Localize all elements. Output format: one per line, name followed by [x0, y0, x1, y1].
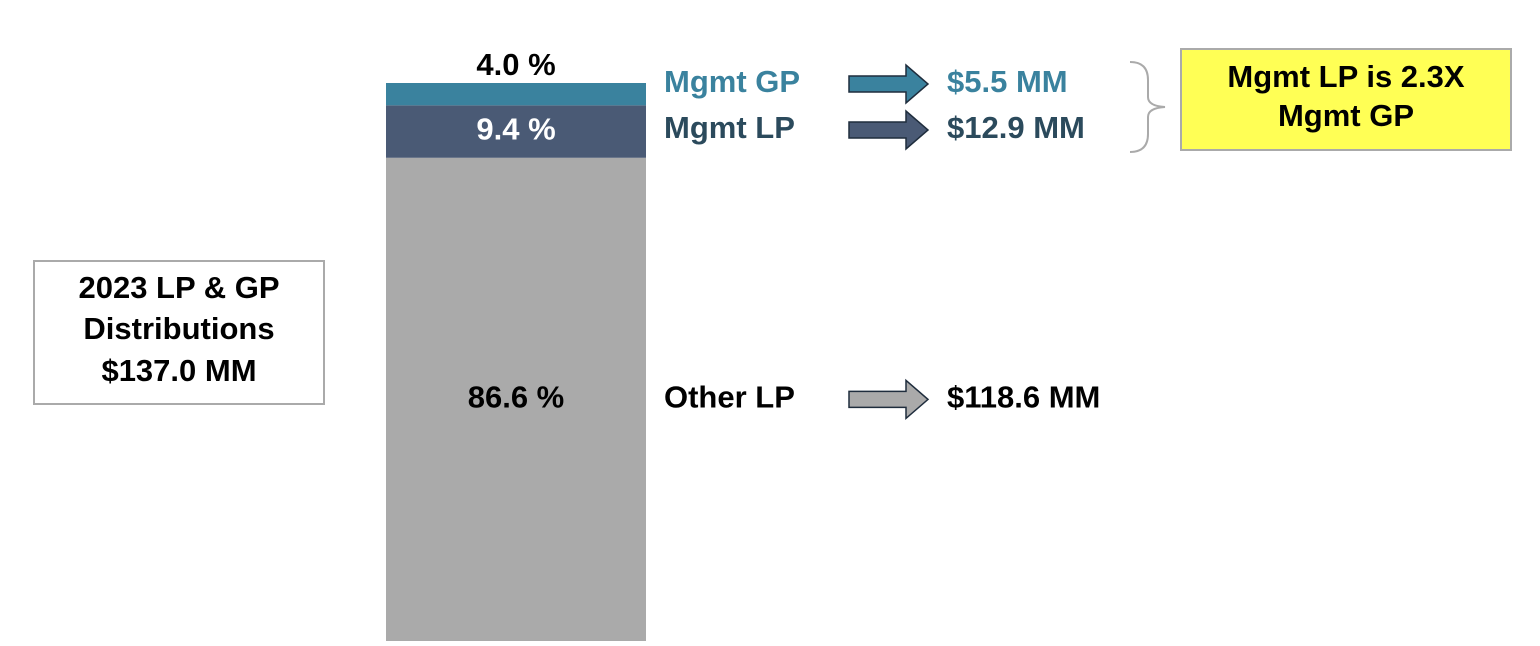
amount-label: $12.9 MM: [947, 110, 1085, 145]
callout-box: [1180, 48, 1512, 151]
amount-label: $5.5 MM: [947, 64, 1068, 99]
series-name: Mgmt GP: [664, 64, 800, 99]
callout: Mgmt LP is 2.3X: [1227, 59, 1464, 94]
value-label: 9.4 %: [476, 112, 555, 147]
value-label: 4.0 %: [476, 47, 555, 82]
bar-segment: [386, 105, 646, 158]
value-label: 86.6 %: [468, 380, 565, 415]
arrow: [848, 378, 930, 421]
bar-segment: [386, 83, 646, 106]
series-name: Other LP: [664, 380, 795, 415]
total-label: Distributions: [83, 311, 274, 346]
arrow: [848, 109, 930, 151]
total-label: 2023 LP & GP: [78, 270, 279, 305]
total-label: $137.0 MM: [101, 353, 256, 388]
callout: Mgmt GP: [1278, 98, 1414, 133]
brace: [1129, 61, 1166, 153]
total-box: [33, 260, 325, 405]
amount-label: $118.6 MM: [947, 380, 1100, 415]
bar-segment: [386, 157, 646, 641]
series-name: Mgmt LP: [664, 110, 795, 145]
arrow: [848, 63, 930, 105]
